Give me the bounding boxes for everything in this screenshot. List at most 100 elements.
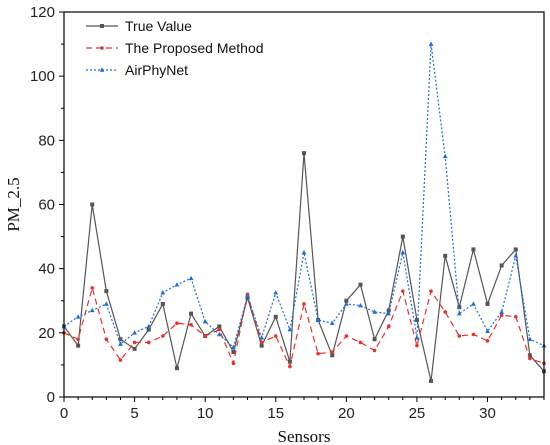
data-point-airphynet [202, 319, 208, 324]
data-point-the-proposed-method [175, 321, 179, 326]
data-point-airphynet [132, 330, 137, 335]
legend: True Value The Proposed Method AirPhyNet [86, 18, 264, 78]
x-tick-label: 20 [338, 405, 355, 422]
data-point-airphynet [386, 310, 392, 316]
data-point-the-proposed-method [104, 337, 109, 342]
data-point-true-value [302, 151, 306, 156]
data-point-the-proposed-method [372, 348, 377, 353]
data-point-airphynet [259, 335, 265, 340]
legend-marker-true-value [100, 24, 104, 28]
y-tick-label: 120 [30, 4, 55, 21]
data-point-the-proposed-method [189, 323, 193, 327]
data-point-true-value [443, 253, 448, 258]
data-point-airphynet [118, 341, 123, 346]
data-point-the-proposed-method [259, 340, 264, 345]
data-point-airphynet [216, 331, 222, 337]
data-point-airphynet [442, 153, 448, 159]
data-point-the-proposed-method [485, 339, 490, 343]
data-point-true-value [273, 314, 278, 319]
data-point-true-value [386, 308, 391, 313]
data-point-the-proposed-method [203, 334, 207, 338]
legend-label-airphynet: AirPhyNet [125, 62, 188, 78]
data-point-true-value [527, 353, 532, 358]
x-tick-label: 0 [60, 405, 68, 422]
x-tick-label: 30 [479, 405, 496, 422]
data-point-airphynet [428, 41, 434, 46]
data-point-true-value [90, 202, 95, 207]
data-point-true-value [414, 318, 419, 322]
data-point-the-proposed-method [90, 286, 95, 290]
data-point-true-value [259, 343, 264, 348]
data-point-airphynet [174, 282, 180, 287]
legend-marker-the-proposed-method [100, 46, 104, 50]
data-point-true-value [160, 301, 165, 306]
data-point-the-proposed-method [330, 350, 335, 354]
data-point-true-value [485, 301, 490, 306]
x-axis-title: Sensors [278, 427, 331, 445]
data-point-airphynet [146, 323, 152, 329]
data-point-the-proposed-method [146, 340, 151, 345]
data-point-true-value [471, 247, 476, 252]
data-point-true-value [372, 337, 377, 342]
data-point-airphynet [343, 301, 349, 306]
data-point-the-proposed-method [358, 340, 363, 345]
data-point-airphynet [400, 250, 406, 255]
data-point-airphynet [513, 253, 519, 258]
data-point-the-proposed-method [513, 314, 518, 319]
y-tick-label: 100 [30, 68, 55, 85]
data-point-airphynet [231, 344, 236, 350]
data-point-airphynet [188, 275, 194, 281]
data-point-the-proposed-method [231, 361, 236, 366]
data-point-true-value [118, 337, 123, 342]
x-tick-label: 25 [409, 405, 426, 422]
data-point-airphynet [456, 310, 462, 316]
data-point-true-value [344, 298, 349, 303]
data-point-airphynet [414, 335, 420, 340]
data-point-true-value [358, 282, 363, 287]
data-point-airphynet [485, 328, 490, 334]
y-tick-label: 80 [38, 132, 55, 149]
data-point-the-proposed-method [316, 351, 320, 356]
data-point-airphynet [75, 314, 81, 319]
legend-marker-airphynet [99, 67, 105, 72]
data-point-the-proposed-method [528, 356, 532, 361]
data-point-the-proposed-method [471, 332, 476, 337]
data-point-the-proposed-method [429, 289, 433, 293]
data-point-true-value [231, 350, 236, 355]
series-line-true-value [63, 152, 545, 382]
series-line-airphynet [63, 43, 545, 348]
data-point-the-proposed-method [415, 343, 419, 348]
data-point-the-proposed-method [118, 358, 123, 362]
data-point-airphynet [245, 293, 250, 298]
data-point-true-value [287, 359, 292, 364]
data-point-the-proposed-method [401, 289, 405, 293]
data-point-airphynet [499, 309, 505, 314]
data-point-true-value [174, 366, 179, 371]
series-line-the-proposed-method [63, 287, 545, 368]
data-point-true-value [104, 289, 109, 294]
data-point-the-proposed-method [217, 327, 222, 332]
data-point-airphynet [103, 301, 109, 306]
data-point-airphynet [273, 290, 279, 295]
data-point-true-value [400, 234, 405, 239]
data-point-the-proposed-method [499, 313, 504, 317]
legend-label-the-proposed-method: The Proposed Method [125, 40, 264, 56]
legend-label-true-value: True Value [125, 18, 192, 34]
y-tick-label: 0 [47, 389, 55, 406]
data-point-airphynet [329, 320, 335, 326]
data-point-true-value [189, 311, 194, 316]
data-point-the-proposed-method [344, 334, 349, 338]
x-tick-label: 10 [197, 405, 214, 422]
data-point-the-proposed-method [76, 337, 80, 342]
data-point-airphynet [315, 317, 321, 322]
data-point-airphynet [160, 290, 166, 295]
data-point-the-proposed-method [132, 340, 137, 345]
data-point-the-proposed-method [288, 364, 292, 369]
data-point-true-value [132, 346, 137, 351]
y-axis-title: PM_2.5 [4, 177, 23, 231]
x-tick-label: 15 [267, 405, 284, 422]
data-point-true-value [429, 378, 434, 383]
y-tick-label: 20 [38, 325, 55, 342]
data-point-airphynet [358, 302, 363, 308]
data-point-airphynet [301, 250, 307, 255]
